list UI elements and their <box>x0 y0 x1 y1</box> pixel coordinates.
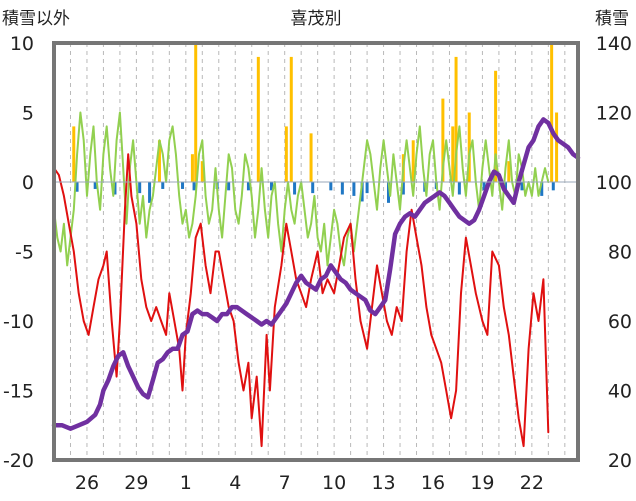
precip-bar-orange <box>507 161 511 182</box>
series-line-snow_depth <box>51 117 581 431</box>
precip-bar-blue <box>503 182 507 191</box>
x-tick-label: 7 <box>279 472 291 494</box>
series-line-temperature <box>53 153 550 448</box>
y-right-tick-label: 60 <box>608 311 632 333</box>
x-tick-label: 29 <box>124 472 148 494</box>
precip-bar-orange <box>309 133 313 182</box>
precip-bar-blue <box>148 182 152 203</box>
precip-bar-orange <box>284 126 288 182</box>
precip-bar-blue <box>520 182 524 191</box>
precip-bar-blue <box>75 182 79 192</box>
precip-bar-orange <box>454 56 458 182</box>
precip-bars <box>72 43 559 203</box>
y-right-tick-label: 120 <box>596 103 632 125</box>
precip-bar-orange <box>194 43 198 182</box>
precip-bar-blue <box>93 182 97 189</box>
precip-bar-blue <box>246 182 250 191</box>
y-left-tick-label: -15 <box>3 381 34 403</box>
precip-bar-blue <box>551 182 555 191</box>
precip-bar-orange <box>200 161 204 182</box>
y-right-axis-title: 積雪 <box>595 9 629 29</box>
precip-bar-blue <box>340 182 344 195</box>
precip-bar-orange <box>190 154 194 182</box>
precip-bar-blue <box>192 182 196 191</box>
precip-bar-orange <box>72 126 76 182</box>
y-left-tick-label: -10 <box>3 311 34 333</box>
y-left-axis-title: 積雪以外 <box>2 9 70 29</box>
precip-bar-orange <box>157 140 161 182</box>
precip-bar-blue <box>161 182 165 189</box>
y-left-tick-label: 0 <box>22 172 34 194</box>
x-tick-label: 4 <box>229 472 241 494</box>
precip-bar-blue <box>181 182 185 189</box>
precip-bar-blue <box>311 182 315 194</box>
y-right-tick-label: 140 <box>596 33 632 55</box>
y-left-tick-label: -5 <box>15 242 34 264</box>
precip-bar-blue <box>365 182 369 194</box>
precip-bar-blue <box>270 182 274 191</box>
y-left-tick-label: 10 <box>10 33 34 55</box>
y-left-ticks: 10 5 0 -5 -10 -15 -20 <box>3 33 34 472</box>
precip-bar-orange <box>494 70 498 182</box>
precip-bar-blue <box>387 182 391 203</box>
precip-bar-orange <box>451 126 455 182</box>
precip-bar-blue <box>540 182 544 196</box>
x-tick-label: 19 <box>470 472 494 494</box>
chart-title: 喜茂別 <box>291 9 342 29</box>
precip-bar-blue <box>360 182 364 202</box>
precip-bar-orange <box>411 140 415 182</box>
precip-bar-orange <box>289 56 293 182</box>
precip-bar-blue <box>352 182 356 196</box>
y-right-tick-label: 40 <box>608 381 632 403</box>
precip-bar-orange <box>555 112 559 182</box>
x-tick-label: 13 <box>371 472 395 494</box>
y-left-tick-label: -20 <box>3 450 34 472</box>
plot-frame <box>52 41 580 462</box>
precip-bar-blue <box>329 182 333 191</box>
x-tick-label: 26 <box>75 472 99 494</box>
x-ticks: 26 29 1 4 7 10 13 16 19 22 <box>75 472 544 494</box>
y-right-ticks: 140 120 100 80 60 40 20 <box>596 33 632 472</box>
precip-bar-blue <box>138 182 142 194</box>
y-right-tick-label: 80 <box>608 242 632 264</box>
precip-bar-blue <box>293 182 297 195</box>
precip-bar-blue <box>482 182 486 191</box>
precip-bar-orange <box>256 56 260 182</box>
precip-bar-orange <box>550 43 554 182</box>
series-line-wind <box>53 111 550 267</box>
precip-bar-blue <box>401 182 405 195</box>
precip-bar-orange <box>467 112 471 182</box>
y-right-tick-label: 20 <box>608 450 632 472</box>
y-right-tick-label: 100 <box>596 172 632 194</box>
precip-bar-blue <box>457 182 461 195</box>
precip-bar-blue <box>227 182 231 191</box>
x-tick-label: 10 <box>322 472 346 494</box>
x-tick-label: 1 <box>180 472 192 494</box>
precip-bar-blue <box>113 182 117 195</box>
precip-bar-orange <box>441 98 445 182</box>
y-left-tick-label: 5 <box>22 103 34 125</box>
x-tick-label: 22 <box>520 472 544 494</box>
x-tick-label: 16 <box>421 472 445 494</box>
